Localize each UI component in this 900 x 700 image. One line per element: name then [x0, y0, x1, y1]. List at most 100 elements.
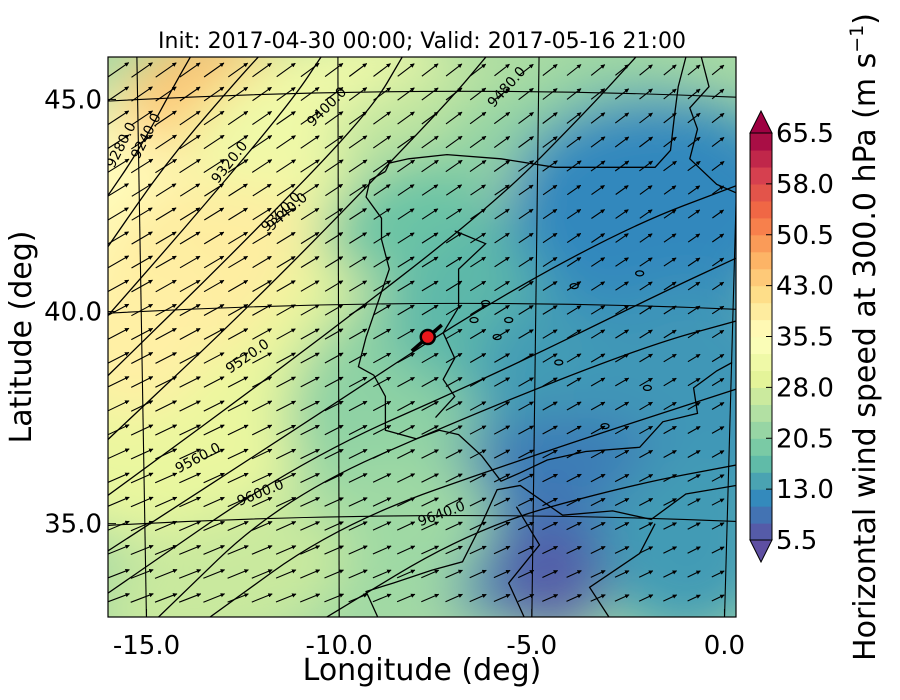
wind-vector — [108, 62, 130, 78]
wind-vector — [108, 496, 130, 507]
wind-vector — [566, 473, 582, 483]
wind-vector — [493, 160, 511, 172]
wind-vector — [566, 232, 582, 244]
wind-vector — [517, 545, 535, 555]
wind-vector — [470, 184, 486, 196]
wind-vector — [130, 520, 154, 532]
wind-vector — [397, 87, 415, 101]
wind-vector — [155, 207, 177, 221]
wind-vector — [711, 329, 725, 339]
y-tick-label: 40.0 — [44, 298, 102, 328]
wind-vector — [712, 209, 724, 219]
height-contour-line — [325, 464, 736, 617]
wind-vector — [227, 424, 249, 436]
wind-vector — [494, 232, 510, 244]
wind-vector — [711, 570, 725, 578]
wind-speed-region — [595, 454, 736, 617]
wind-vector — [155, 303, 177, 317]
wind-vector — [663, 401, 677, 411]
wind-vector — [518, 425, 534, 435]
wind-vector — [663, 185, 677, 195]
wind-vector — [421, 232, 439, 244]
wind-vector — [542, 521, 558, 531]
wind-vector — [639, 498, 654, 506]
wind-vector — [130, 593, 154, 603]
wind-vector — [373, 352, 392, 364]
wind-vector — [566, 329, 582, 339]
wind-vector — [542, 473, 558, 483]
wind-vector — [276, 207, 296, 221]
wind-vector — [421, 521, 439, 531]
wind-vector — [615, 281, 629, 291]
colorbar-tick-label: 20.5 — [776, 424, 834, 454]
wind-vector — [397, 400, 415, 412]
wind-vector — [469, 159, 487, 173]
wind-vector — [179, 62, 201, 78]
x-axis-label: Longitude (deg) — [303, 653, 542, 688]
wind-vector — [348, 400, 368, 412]
wind-vector — [566, 64, 582, 76]
wind-vector — [494, 353, 510, 363]
wind-vector — [300, 473, 320, 483]
wind-vector — [542, 256, 558, 268]
wind-vector — [373, 280, 391, 292]
wind-vector — [639, 353, 653, 363]
wind-vector — [590, 401, 606, 411]
wind-vector — [155, 327, 177, 341]
wind-speed-region — [505, 95, 736, 316]
wind-vector — [324, 424, 344, 436]
wind-vector — [542, 329, 558, 339]
wind-vector — [469, 569, 487, 579]
wind-vector — [421, 545, 440, 555]
wind-vector — [349, 183, 367, 197]
wind-vector — [130, 376, 154, 388]
wind-vector — [348, 159, 368, 173]
wind-vector — [518, 353, 534, 363]
wind-vector — [518, 232, 534, 244]
wind-vector — [469, 473, 487, 483]
y-tick-label: 45.0 — [44, 85, 102, 115]
wind-vector — [590, 377, 606, 387]
wind-vector — [518, 111, 534, 125]
wind-vector — [469, 521, 487, 531]
wind-vector — [349, 256, 367, 268]
wind-vector — [711, 136, 725, 148]
wind-vector — [251, 496, 273, 508]
wind-vector — [300, 111, 320, 125]
wind-vector — [542, 232, 558, 244]
wind-vector — [227, 376, 249, 388]
wind-vector — [108, 279, 130, 293]
x-tick-label: -5.0 — [506, 631, 557, 661]
wind-vector — [663, 64, 677, 76]
wind-vector — [470, 208, 486, 220]
wind-vector — [348, 545, 368, 555]
wind-vector — [494, 87, 510, 101]
wind-vector — [615, 401, 630, 411]
wind-vector — [590, 570, 606, 578]
wind-vector — [445, 87, 463, 101]
biscay-coastline — [384, 57, 687, 172]
wind-vector — [397, 425, 415, 435]
wind-vector — [663, 329, 677, 339]
wind-vector — [349, 208, 367, 220]
wind-vector — [566, 184, 582, 196]
wind-vector — [348, 376, 368, 388]
wind-vector — [251, 400, 273, 412]
wind-vector — [155, 400, 177, 412]
wind-vector — [203, 448, 225, 460]
wind-vector — [203, 255, 225, 269]
wind-vector — [372, 473, 392, 483]
wind-vector — [300, 135, 320, 149]
wind-vector — [687, 209, 701, 219]
wind-vectors — [108, 62, 725, 603]
wind-vector — [373, 63, 391, 77]
wind-vector — [300, 280, 320, 292]
station-marker-layer — [410, 323, 443, 353]
wind-vector — [687, 281, 701, 291]
wind-vector — [131, 134, 154, 150]
wind-vector — [348, 63, 368, 77]
wind-vector — [639, 64, 653, 76]
wind-vector — [469, 593, 487, 603]
wind-vector — [324, 135, 344, 149]
